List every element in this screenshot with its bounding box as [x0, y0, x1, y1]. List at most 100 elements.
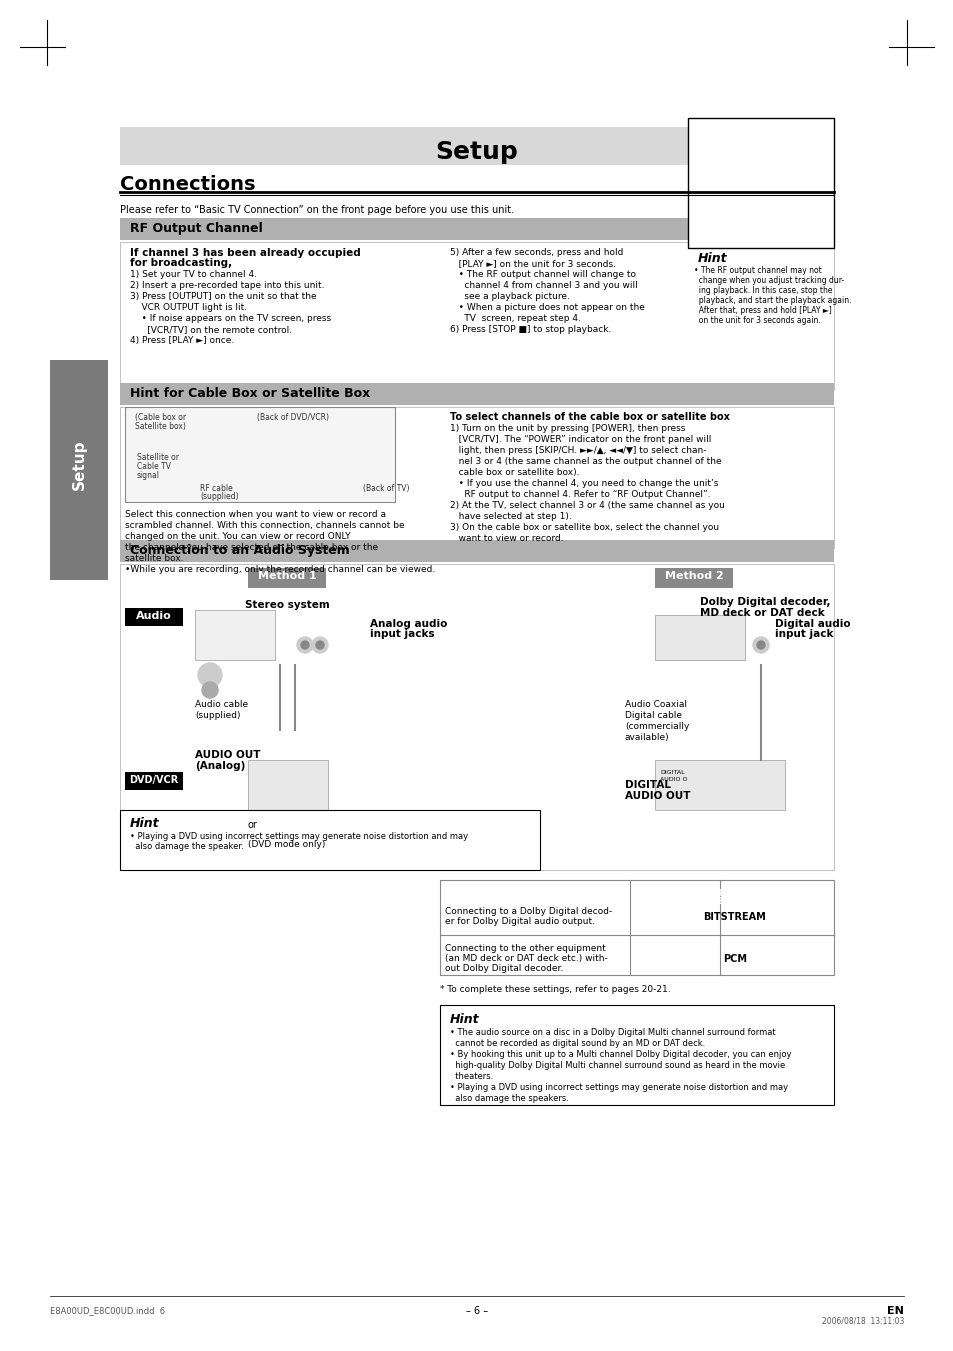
- Bar: [120, 540, 833, 562]
- Text: also damage the speaker.: also damage the speaker.: [130, 842, 244, 851]
- Text: Connecting to a Dolby Digital decod-: Connecting to a Dolby Digital decod-: [444, 907, 612, 916]
- Text: Audio: Audio: [136, 611, 172, 621]
- Text: (Back of TV): (Back of TV): [363, 484, 409, 493]
- Text: Connection: Connection: [470, 894, 532, 904]
- Text: (Analog): (Analog): [194, 761, 245, 771]
- Circle shape: [296, 638, 313, 653]
- Bar: [120, 563, 833, 870]
- Text: RF cable: RF cable: [200, 484, 233, 493]
- Circle shape: [315, 640, 324, 648]
- Text: (an MD deck or DAT deck etc.) with-: (an MD deck or DAT deck etc.) with-: [444, 954, 607, 963]
- Text: changed on the unit. You can view or record ONLY: changed on the unit. You can view or rec…: [125, 532, 351, 540]
- Text: • The RF output channel may not: • The RF output channel may not: [693, 266, 821, 276]
- Text: high-quality Dolby Digital Multi channel surround sound as heard in the movie: high-quality Dolby Digital Multi channel…: [450, 1061, 784, 1070]
- Text: Connection to an Audio System: Connection to an Audio System: [130, 544, 350, 557]
- Text: • By hooking this unit up to a Multi channel Dolby Digital decoder, you can enjo: • By hooking this unit up to a Multi cha…: [450, 1050, 791, 1059]
- Text: 4) Press [PLAY ►] once.: 4) Press [PLAY ►] once.: [130, 336, 234, 345]
- Bar: [120, 242, 833, 390]
- Text: 5) After a few seconds, press and hold: 5) After a few seconds, press and hold: [450, 249, 622, 257]
- Text: Setting: Setting: [529, 894, 570, 904]
- Text: Setup: Setup: [71, 439, 87, 490]
- Text: nel 3 or 4 (the same channel as the output channel of the: nel 3 or 4 (the same channel as the outp…: [450, 457, 720, 466]
- Text: MD deck or DAT deck: MD deck or DAT deck: [700, 608, 824, 617]
- Text: 2) At the TV, select channel 3 or 4 (the same channel as you: 2) At the TV, select channel 3 or 4 (the…: [450, 501, 724, 509]
- Bar: [655, 761, 784, 811]
- Text: • If you use the channel 4, you need to change the unit’s: • If you use the channel 4, you need to …: [450, 480, 718, 488]
- Bar: [194, 611, 274, 661]
- Text: change when you adjust tracking dur-: change when you adjust tracking dur-: [693, 276, 843, 285]
- Circle shape: [757, 640, 764, 648]
- Text: or: or: [248, 820, 257, 830]
- Text: 2) Insert a pre-recorded tape into this unit.: 2) Insert a pre-recorded tape into this …: [130, 281, 324, 290]
- Circle shape: [198, 663, 222, 688]
- Text: satellite box.: satellite box.: [125, 554, 183, 563]
- Bar: [655, 615, 744, 661]
- Bar: [248, 567, 326, 588]
- Text: TV  screen, repeat step 4.: TV screen, repeat step 4.: [450, 313, 580, 323]
- Text: Method 1: Method 1: [257, 571, 316, 581]
- Text: light, then press [SKIP/CH. ►►/▲, ◄◄/▼] to select chan-: light, then press [SKIP/CH. ►►/▲, ◄◄/▼] …: [450, 446, 706, 455]
- Text: To select channels of the cable box or satellite box: To select channels of the cable box or s…: [450, 412, 729, 422]
- Text: EN: EN: [886, 1306, 903, 1316]
- Text: Hint for Cable Box or Satellite Box: Hint for Cable Box or Satellite Box: [130, 386, 370, 400]
- Text: • The RF output channel will change to: • The RF output channel will change to: [450, 270, 636, 280]
- Text: 6) Press [STOP ■] to stop playback.: 6) Press [STOP ■] to stop playback.: [450, 326, 611, 334]
- Text: want to view or record.: want to view or record.: [450, 534, 563, 543]
- Text: RF Output Channel: RF Output Channel: [130, 222, 262, 235]
- Bar: [439, 880, 833, 900]
- Text: 3) On the cable box or satellite box, select the channel you: 3) On the cable box or satellite box, se…: [450, 523, 719, 532]
- Bar: [125, 407, 395, 503]
- Bar: [120, 407, 833, 549]
- Text: input jacks: input jacks: [370, 630, 435, 639]
- Text: ing playback. In this case, stop the: ing playback. In this case, stop the: [693, 286, 832, 295]
- Text: Connecting to the other equipment: Connecting to the other equipment: [444, 944, 605, 952]
- Text: Dolby Digital decoder,: Dolby Digital decoder,: [700, 597, 830, 607]
- Text: the channels you have selected on the cable box or the: the channels you have selected on the ca…: [125, 543, 377, 553]
- Text: see a playback picture.: see a playback picture.: [450, 292, 569, 301]
- Text: [PLAY ►] on the unit for 3 seconds.: [PLAY ►] on the unit for 3 seconds.: [450, 259, 616, 267]
- Text: (DVD mode only): (DVD mode only): [248, 840, 325, 848]
- Text: BITSTREAM: BITSTREAM: [703, 912, 765, 921]
- Text: [VCR/TV]. The “POWER” indicator on the front panel will: [VCR/TV]. The “POWER” indicator on the f…: [450, 435, 711, 444]
- Text: – 6 –: – 6 –: [465, 1306, 488, 1316]
- Text: Satellite or: Satellite or: [137, 453, 179, 462]
- Text: E8A00UD_E8C00UD.indd  6: E8A00UD_E8C00UD.indd 6: [50, 1306, 165, 1315]
- Text: • The audio source on a disc in a Dolby Digital Multi channel surround format: • The audio source on a disc in a Dolby …: [450, 1028, 775, 1038]
- Text: also damage the speakers.: also damage the speakers.: [450, 1094, 568, 1102]
- Text: on the unit for 3 seconds again.: on the unit for 3 seconds again.: [693, 316, 820, 326]
- Text: PCM: PCM: [722, 954, 746, 965]
- Bar: [125, 771, 183, 790]
- Text: DIGITAL: DIGITAL: [659, 770, 684, 775]
- Text: * To complete these settings, refer to pages 20-21.: * To complete these settings, refer to p…: [439, 985, 670, 994]
- Text: SETUP > QUICK>: SETUP > QUICK>: [691, 889, 778, 898]
- Text: 3) Press [OUTPUT] on the unit so that the: 3) Press [OUTPUT] on the unit so that th…: [130, 292, 316, 301]
- Text: If channel 3 has been already occupied: If channel 3 has been already occupied: [130, 249, 360, 258]
- Text: AUDIO OUT: AUDIO OUT: [624, 790, 690, 801]
- Text: (supplied): (supplied): [200, 492, 238, 501]
- Text: (Back of DVD/VCR): (Back of DVD/VCR): [256, 413, 329, 422]
- Circle shape: [301, 640, 309, 648]
- Text: (commercially: (commercially: [624, 721, 689, 731]
- Text: Audio cable: Audio cable: [194, 700, 248, 709]
- Text: •While you are recording, only the recorded channel can be viewed.: •While you are recording, only the recor…: [125, 565, 435, 574]
- Circle shape: [202, 682, 218, 698]
- Text: Digital cable: Digital cable: [624, 711, 681, 720]
- Text: RF output to channel 4. Refer to “RF Output Channel”.: RF output to channel 4. Refer to “RF Out…: [450, 490, 710, 499]
- Bar: [50, 359, 108, 580]
- Bar: [120, 382, 833, 405]
- Bar: [125, 608, 183, 626]
- Text: input jack: input jack: [774, 630, 833, 639]
- Text: AUDIO OUT: AUDIO OUT: [194, 750, 260, 761]
- Text: Analog audio: Analog audio: [370, 619, 447, 630]
- Circle shape: [752, 638, 768, 653]
- Text: theaters.: theaters.: [450, 1071, 493, 1081]
- Text: cable box or satellite box).: cable box or satellite box).: [450, 467, 578, 477]
- Text: cannot be recorded as digital sound by an MD or DAT deck.: cannot be recorded as digital sound by a…: [450, 1039, 704, 1048]
- Text: Hint: Hint: [450, 1013, 479, 1025]
- Text: • When a picture does not appear on the: • When a picture does not appear on the: [450, 303, 644, 312]
- Text: After that, press and hold [PLAY ►]: After that, press and hold [PLAY ►]: [693, 305, 831, 315]
- Text: (supplied): (supplied): [194, 711, 240, 720]
- Text: Setup: Setup: [436, 141, 517, 163]
- Text: Hint: Hint: [698, 253, 727, 265]
- Text: • Playing a DVD using incorrect settings may generate noise distortion and may: • Playing a DVD using incorrect settings…: [450, 1084, 787, 1092]
